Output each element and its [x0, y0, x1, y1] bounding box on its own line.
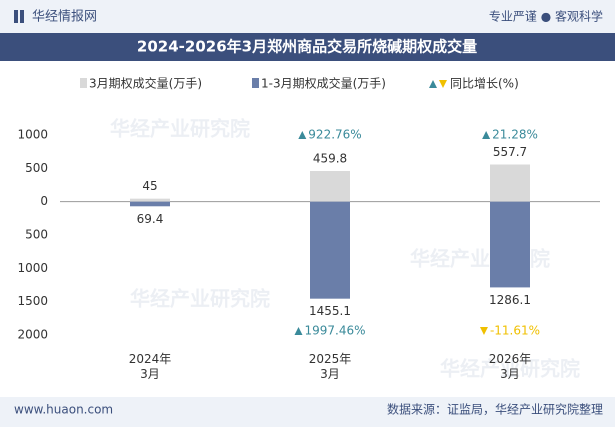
y-tick-label: 1000 — [17, 261, 48, 275]
chart-title: 2024-2026年3月郑州商品交易所烧碱期权成交量 — [137, 38, 477, 56]
bar — [490, 201, 530, 288]
legend-up — [429, 80, 437, 88]
value-label: 1286.1 — [489, 293, 531, 307]
bar — [490, 164, 530, 202]
legend-swatch — [252, 78, 259, 88]
bar — [130, 198, 170, 202]
title-bar — [0, 33, 615, 61]
bar — [130, 201, 170, 207]
brand: 华经情报网 — [32, 10, 97, 25]
legend-label: 1-3月期权成交量(万手) — [261, 76, 386, 91]
logo — [14, 10, 18, 23]
watermark: 华经产业研究院 — [130, 287, 270, 311]
value-label: 459.8 — [313, 152, 347, 166]
x-tick-label: 2026年 3月 — [488, 352, 532, 381]
footer-strip — [0, 397, 615, 427]
growth-label: 1997.46% — [304, 324, 365, 338]
arrow-up — [294, 327, 303, 335]
watermark: 华经产业研究院 — [110, 117, 250, 141]
legend-label: 同比增长(%) — [450, 77, 519, 91]
x-tick-label: 2025年 3月 — [308, 352, 352, 381]
y-tick-label: 500 — [25, 228, 48, 242]
y-tick-label: 1500 — [17, 294, 48, 308]
arrow-down — [479, 327, 488, 335]
legend-label: 3月期权成交量(万手) — [89, 76, 202, 91]
value-label: 557.7 — [493, 145, 527, 159]
logo — [20, 10, 24, 23]
slogan: 专业严谨 ● 客观科学 — [489, 9, 603, 24]
arrow-up — [482, 131, 491, 139]
top-strip — [0, 0, 615, 33]
growth-label: 21.28% — [492, 128, 538, 142]
value-label: 1455.1 — [309, 304, 351, 318]
source: 数据来源：证监局，华经产业研究院整理 — [387, 402, 603, 417]
y-tick-label: 500 — [25, 161, 48, 175]
y-tick-label: 2000 — [17, 328, 48, 342]
growth-label: -11.61% — [490, 324, 540, 338]
y-tick-label: 0 — [40, 194, 48, 208]
y-tick-label: 1000 — [17, 128, 48, 142]
bar — [310, 201, 350, 299]
website: www.huaon.com — [14, 403, 113, 417]
value-label: 69.4 — [137, 212, 164, 226]
bar — [310, 171, 350, 202]
growth-label: 922.76% — [308, 128, 361, 142]
x-tick-label: 2024年 3月 — [128, 352, 172, 381]
watermark: 华经产业研究院 — [440, 357, 580, 381]
legend-down — [439, 80, 447, 88]
legend-swatch — [80, 78, 87, 88]
value-label: 45 — [142, 179, 157, 193]
arrow-up — [298, 131, 307, 139]
